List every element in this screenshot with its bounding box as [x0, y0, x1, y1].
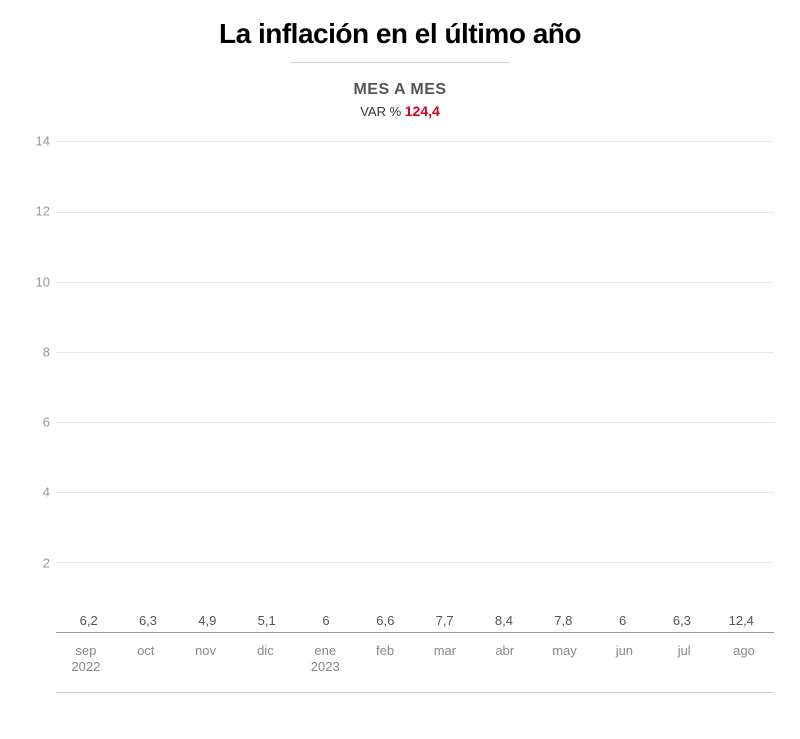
- bar-value-label: 6,3: [139, 613, 157, 628]
- chart-subtitle: MES A MES: [20, 81, 780, 99]
- chart-container: La inflación en el último año MES A MES …: [0, 0, 800, 693]
- gridline: [56, 562, 774, 563]
- variation-line: VAR % 124,4: [20, 103, 780, 119]
- gridline: [56, 212, 774, 213]
- x-axis: sep2022 oct nov dic ene2023 feb mar abr may jun ju…: [56, 637, 774, 693]
- bar-column: 7,8: [534, 613, 593, 632]
- bar-column: 7,7: [415, 613, 474, 632]
- y-tick-label: 12: [20, 204, 50, 219]
- variation-value: 124,4: [405, 103, 440, 119]
- bar-column: 6,2: [59, 613, 118, 632]
- x-tick-month: jun: [616, 643, 633, 658]
- bar-column: 12,4: [712, 613, 771, 632]
- bars-row: 6,2 6,3 4,9 5,1 6 6,6 7,7 8,4 7,8 6 6,3 12,4: [56, 142, 774, 632]
- gridline: [56, 492, 774, 493]
- x-tick-label: feb: [355, 637, 415, 692]
- x-tick-label: oct: [116, 637, 176, 692]
- title-divider: [290, 62, 510, 63]
- x-tick-label: mar: [415, 637, 475, 692]
- x-tick-month: ene: [314, 643, 336, 658]
- x-tick-label: may: [535, 637, 595, 692]
- variation-label: VAR %: [360, 104, 401, 119]
- bar-column: 8,4: [474, 613, 533, 632]
- chart-title: La inflación en el último año: [20, 18, 780, 50]
- bar-value-label: 7,7: [436, 613, 454, 628]
- x-tick-label: ene2023: [295, 637, 355, 692]
- x-tick-month: abr: [495, 643, 514, 658]
- bar-column: 5,1: [237, 613, 296, 632]
- x-tick-label: ago: [714, 637, 774, 692]
- bar-value-label: 6,2: [80, 613, 98, 628]
- x-tick-year: 2023: [295, 659, 355, 675]
- bar-value-label: 4,9: [198, 613, 216, 628]
- x-tick-month: oct: [137, 643, 154, 658]
- y-tick-label: 8: [20, 344, 50, 359]
- bar-column: 6,6: [356, 613, 415, 632]
- bar-value-label: 8,4: [495, 613, 513, 628]
- bar-value-label: 5,1: [258, 613, 276, 628]
- y-tick-label: 2: [20, 555, 50, 570]
- x-tick-year: 2022: [56, 659, 116, 675]
- x-tick-label: nov: [176, 637, 236, 692]
- x-tick-label: dic: [235, 637, 295, 692]
- gridline: [56, 282, 774, 283]
- x-tick-month: mar: [434, 643, 456, 658]
- bar-column: 6: [296, 613, 355, 632]
- x-tick-month: jul: [678, 643, 691, 658]
- bar-column: 4,9: [178, 613, 237, 632]
- bar-chart: 6,26,34,95,166,67,78,47,866,312,4 sep202…: [20, 133, 780, 693]
- x-tick-month: ago: [733, 643, 755, 658]
- bar-value-label: 6: [619, 613, 626, 628]
- y-tick-label: 6: [20, 415, 50, 430]
- x-tick-month: feb: [376, 643, 394, 658]
- x-tick-label: jun: [594, 637, 654, 692]
- bar-value-label: 6,6: [376, 613, 394, 628]
- x-tick-month: may: [552, 643, 577, 658]
- x-tick-month: sep: [75, 643, 96, 658]
- x-tick-label: jul: [654, 637, 714, 692]
- bar-column: 6,3: [652, 613, 711, 632]
- plot-area: 6,2 6,3 4,9 5,1 6 6,6 7,7 8,4 7,8 6 6,3 12,4: [56, 141, 774, 633]
- y-tick-label: 4: [20, 485, 50, 500]
- bar-value-label: 12,4: [729, 613, 754, 628]
- x-tick-month: nov: [195, 643, 216, 658]
- bar-value-label: 7,8: [554, 613, 572, 628]
- y-tick-label: 14: [20, 134, 50, 149]
- gridline: [56, 352, 774, 353]
- x-tick-label: sep2022: [56, 637, 116, 692]
- bar-column: 6,3: [118, 613, 177, 632]
- bar-column: 6: [593, 613, 652, 632]
- gridline: [56, 422, 774, 423]
- x-tick-month: dic: [257, 643, 274, 658]
- bar-value-label: 6: [322, 613, 329, 628]
- x-tick-label: abr: [475, 637, 535, 692]
- y-tick-label: 10: [20, 274, 50, 289]
- bar-value-label: 6,3: [673, 613, 691, 628]
